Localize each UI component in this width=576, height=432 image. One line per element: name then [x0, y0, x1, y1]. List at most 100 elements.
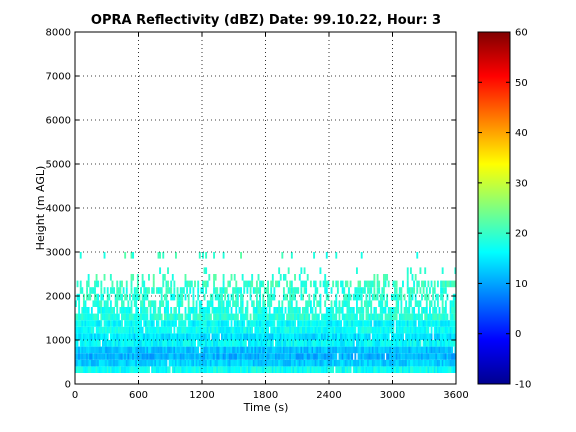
reflectivity-cell [111, 320, 114, 327]
reflectivity-cell [260, 326, 263, 334]
reflectivity-cell [79, 252, 82, 259]
reflectivity-cell [270, 326, 273, 334]
reflectivity-cell [379, 359, 382, 367]
reflectivity-cell [121, 320, 123, 327]
reflectivity-cell [371, 340, 374, 347]
reflectivity-cell [346, 366, 349, 373]
reflectivity-cell [378, 346, 381, 354]
reflectivity-cell [287, 353, 290, 360]
reflectivity-cell [160, 366, 163, 373]
reflectivity-cell [101, 326, 104, 334]
reflectivity-cell [214, 366, 217, 373]
reflectivity-cell [216, 366, 219, 373]
reflectivity-cell [75, 340, 77, 347]
reflectivity-cell [416, 366, 419, 373]
reflectivity-cell [273, 313, 276, 321]
reflectivity-cell [376, 340, 379, 347]
reflectivity-cell [368, 340, 371, 347]
reflectivity-cell [281, 353, 284, 360]
reflectivity-cell [333, 346, 336, 354]
reflectivity-cell [179, 333, 182, 340]
reflectivity-cell [387, 320, 390, 327]
reflectivity-cell [373, 346, 376, 354]
reflectivity-cell [100, 333, 103, 340]
reflectivity-cell [413, 366, 416, 373]
reflectivity-cell [105, 326, 108, 334]
reflectivity-cell [135, 353, 138, 360]
reflectivity-cell [136, 280, 139, 288]
reflectivity-cell [370, 353, 373, 360]
reflectivity-cell [241, 359, 244, 367]
reflectivity-cell [443, 353, 446, 360]
x-tick-label: 1800 [253, 390, 278, 401]
reflectivity-cell [190, 359, 193, 367]
reflectivity-cell [178, 340, 181, 347]
reflectivity-cell [370, 280, 373, 288]
reflectivity-cell [413, 287, 416, 294]
reflectivity-cell [78, 313, 81, 321]
reflectivity-cell [111, 353, 114, 360]
reflectivity-cell [422, 326, 425, 334]
reflectivity-cell [105, 366, 108, 373]
reflectivity-cell [236, 326, 239, 334]
reflectivity-cell [227, 353, 230, 360]
reflectivity-cell [214, 313, 217, 321]
reflectivity-cell [292, 346, 295, 354]
reflectivity-cell [392, 320, 395, 327]
reflectivity-cell [92, 353, 95, 360]
reflectivity-cell [152, 359, 155, 367]
reflectivity-cell [81, 307, 84, 314]
reflectivity-cell [276, 366, 279, 373]
reflectivity-cell [381, 340, 384, 347]
reflectivity-cell [276, 326, 279, 334]
reflectivity-cell [109, 333, 112, 340]
reflectivity-cell [84, 326, 87, 334]
reflectivity-cell [397, 359, 400, 367]
reflectivity-cell [154, 340, 157, 347]
reflectivity-cell [332, 366, 335, 373]
reflectivity-cell [343, 287, 346, 294]
reflectivity-cell [325, 340, 328, 347]
reflectivity-cell [106, 359, 109, 367]
reflectivity-cell [322, 366, 325, 373]
reflectivity-cell [375, 320, 377, 327]
reflectivity-cell [271, 280, 274, 288]
reflectivity-cell [211, 353, 214, 360]
reflectivity-cell [394, 293, 396, 301]
reflectivity-cell [251, 359, 254, 367]
reflectivity-cell [208, 313, 211, 321]
reflectivity-cell [148, 333, 150, 340]
reflectivity-cell [141, 307, 144, 314]
reflectivity-cell [262, 366, 265, 373]
reflectivity-cell [414, 353, 417, 360]
reflectivity-cell [317, 366, 320, 373]
reflectivity-cell [273, 333, 276, 340]
reflectivity-cell [121, 300, 123, 307]
reflectivity-cell [163, 320, 166, 327]
reflectivity-cell [271, 333, 274, 340]
reflectivity-cell [390, 320, 393, 327]
reflectivity-cell [425, 340, 428, 347]
reflectivity-cell [233, 300, 236, 307]
reflectivity-cell [233, 346, 236, 354]
reflectivity-cell [206, 340, 209, 347]
reflectivity-cell [405, 300, 408, 307]
reflectivity-cell [144, 320, 147, 327]
reflectivity-cell [197, 287, 200, 294]
reflectivity-cell [90, 287, 93, 294]
reflectivity-cell [390, 340, 393, 347]
reflectivity-cell [128, 340, 131, 347]
reflectivity-cell [143, 346, 146, 354]
reflectivity-cell [195, 326, 198, 334]
reflectivity-cell [452, 280, 455, 288]
reflectivity-cell [290, 359, 293, 367]
reflectivity-cell [306, 346, 309, 354]
reflectivity-cell [424, 313, 427, 321]
reflectivity-cell [178, 366, 181, 373]
reflectivity-cell [343, 340, 346, 347]
reflectivity-cell [416, 340, 419, 347]
reflectivity-cell [411, 366, 414, 373]
reflectivity-cell [176, 313, 179, 321]
reflectivity-cell [165, 307, 168, 314]
reflectivity-cell [195, 320, 198, 327]
